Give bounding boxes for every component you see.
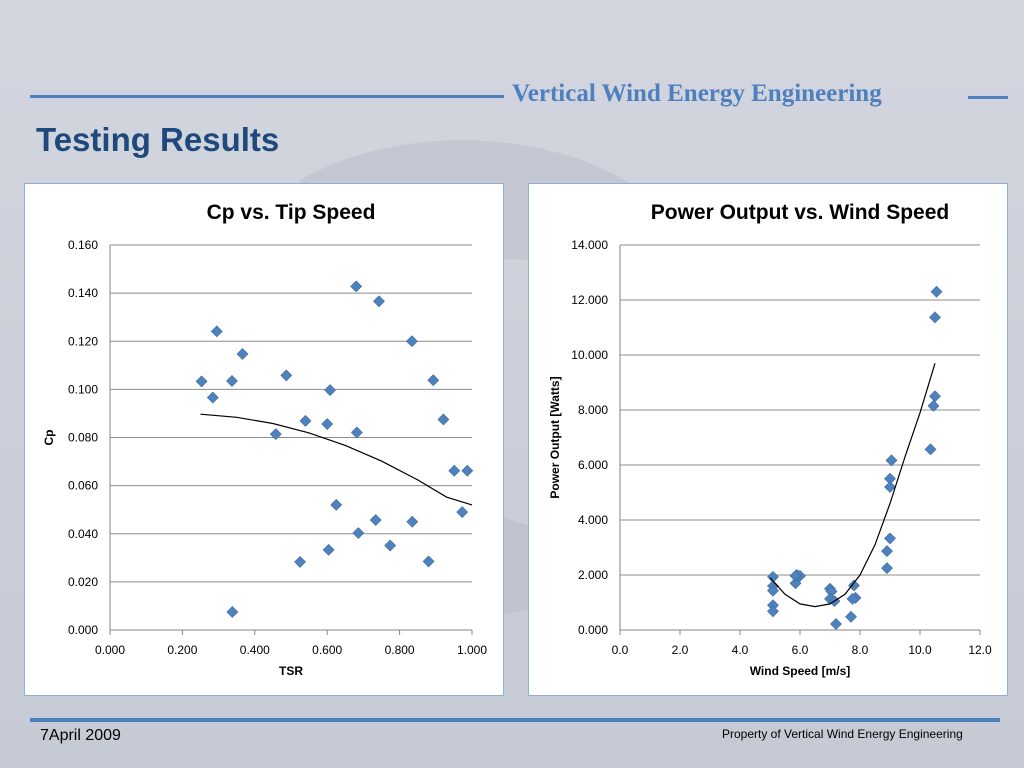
y-tick-label: 0.020 xyxy=(68,575,98,589)
y-tick-label: 2.000 xyxy=(578,568,608,582)
data-point xyxy=(461,464,474,477)
data-point xyxy=(210,325,223,338)
data-point xyxy=(226,606,239,618)
x-tick-label: 0.200 xyxy=(167,643,197,657)
data-point xyxy=(324,384,337,397)
x-tick-label: 0.800 xyxy=(385,643,415,657)
x-tick-label: 6.0 xyxy=(792,643,809,657)
trendline xyxy=(769,363,936,608)
trendline xyxy=(200,413,473,506)
data-point xyxy=(322,543,335,556)
data-point xyxy=(384,539,397,552)
data-point xyxy=(929,311,941,324)
data-point xyxy=(195,375,208,388)
data-point xyxy=(456,506,469,519)
data-point xyxy=(369,514,382,526)
x-tick-label: 1.000 xyxy=(457,643,487,657)
y-tick-label: 0.100 xyxy=(68,382,98,396)
power-chart: Power Output vs. Wind Speed 0.000 2.000 4.0… xyxy=(548,201,992,678)
data-point xyxy=(929,390,941,403)
x-axis-label: Wind Speed [m/s] xyxy=(750,664,851,678)
footer-date: 7April 2009 xyxy=(40,727,121,744)
y-tick-label: 0.140 xyxy=(68,286,98,300)
data-point xyxy=(350,426,363,439)
data-point xyxy=(846,593,859,605)
chart-title: Power Output vs. Wind Speed xyxy=(651,201,950,224)
data-point xyxy=(930,285,943,298)
x-axis-label: TSR xyxy=(279,664,303,678)
y-tick-label: 0.040 xyxy=(68,527,98,541)
data-point xyxy=(280,369,293,382)
data-point xyxy=(884,481,896,493)
x-tick-label: 8.0 xyxy=(852,643,869,657)
data-point xyxy=(789,577,802,590)
y-tick-label: 12.000 xyxy=(571,293,608,307)
header-rule-right xyxy=(968,96,1008,99)
data-point xyxy=(884,532,896,545)
data-point xyxy=(789,569,802,582)
y-tick-label: 8.000 xyxy=(578,403,608,417)
y-tick-label: 10.000 xyxy=(571,348,608,362)
data-point xyxy=(321,418,334,430)
data-point xyxy=(437,413,450,426)
company-name: Vertical Wind Energy Engineering xyxy=(512,80,882,107)
page-title: Testing Results xyxy=(36,121,280,158)
y-axis-label: Power Output [Watts] xyxy=(548,376,562,498)
data-point xyxy=(206,391,219,404)
y-tick-label: 0.000 xyxy=(68,623,98,637)
data-point xyxy=(405,335,418,348)
data-point xyxy=(352,527,365,539)
cp-chart-panel: Cp vs. Tip Speed 0.000 0.020 0.040 0.060 0.08… xyxy=(24,183,504,696)
data-point xyxy=(236,348,249,360)
data-point xyxy=(830,618,842,630)
x-tick-label: 2.0 xyxy=(672,643,689,657)
x-tick-label: 4.0 xyxy=(732,643,749,657)
footer-property: Property of Vertical Wind Energy Enginee… xyxy=(722,727,963,741)
data-point xyxy=(885,454,898,467)
data-point xyxy=(845,610,857,623)
data-point xyxy=(350,280,363,293)
header-rule-left xyxy=(30,95,504,98)
x-tick-label: 0.000 xyxy=(95,643,125,657)
cp-chart: Cp vs. Tip Speed 0.000 0.020 0.040 0.060 0.08… xyxy=(42,201,487,678)
y-tick-label: 0.060 xyxy=(68,479,98,493)
x-tick-label: 0.600 xyxy=(312,643,342,657)
power-chart-panel: Power Output vs. Wind Speed 0.000 2.000 4.0… xyxy=(528,183,1008,696)
data-point xyxy=(226,375,238,387)
y-tick-label: 14.000 xyxy=(571,238,608,252)
data-point xyxy=(881,545,893,557)
y-axis-label: Cp xyxy=(42,430,56,446)
data-point xyxy=(927,399,940,412)
y-tick-label: 4.000 xyxy=(578,513,608,527)
data-point xyxy=(881,562,893,575)
data-point xyxy=(299,414,312,427)
data-point xyxy=(269,428,282,441)
x-tick-label: 10.0 xyxy=(908,643,932,657)
x-tick-label: 0.400 xyxy=(240,643,270,657)
data-point xyxy=(924,443,937,456)
footer-rule xyxy=(30,718,1000,722)
data-point xyxy=(448,464,461,477)
data-point xyxy=(427,374,440,387)
y-tick-label: 0.000 xyxy=(578,623,608,637)
x-tick-label: 0.0 xyxy=(612,643,629,657)
y-tick-label: 0.120 xyxy=(68,334,98,348)
data-point xyxy=(294,555,306,568)
data-point xyxy=(373,295,385,308)
y-tick-label: 0.160 xyxy=(68,238,98,252)
y-tick-label: 6.000 xyxy=(578,458,608,472)
data-point xyxy=(848,579,860,592)
y-tick-label: 0.080 xyxy=(68,431,98,445)
data-point xyxy=(422,555,435,568)
data-point xyxy=(767,605,779,618)
chart-title: Cp vs. Tip Speed xyxy=(207,201,376,224)
x-tick-label: 12.0 xyxy=(968,643,992,657)
data-point xyxy=(406,515,419,528)
data-point xyxy=(767,584,779,597)
data-point xyxy=(330,498,343,511)
